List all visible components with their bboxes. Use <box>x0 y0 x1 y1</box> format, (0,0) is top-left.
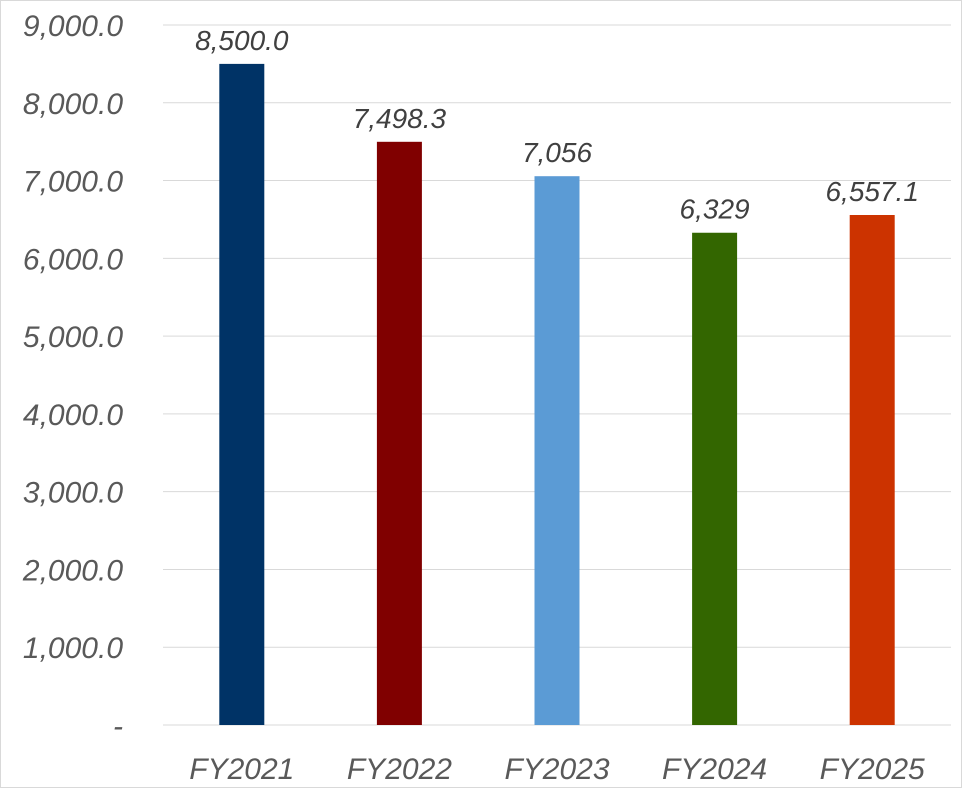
data-label: 8,500.0 <box>195 25 289 56</box>
y-tick-label: 7,000.0 <box>23 166 123 199</box>
y-tick-label: 9,000.0 <box>23 10 123 43</box>
data-label: 7,056 <box>522 137 592 168</box>
bar-fy2024 <box>692 232 738 725</box>
x-tick-label: FY2022 <box>347 753 452 786</box>
y-tick-label: 6,000.0 <box>23 243 123 276</box>
y-tick-label: 5,000.0 <box>23 321 123 354</box>
bar-fy2025 <box>849 215 895 725</box>
x-tick-label: FY2021 <box>189 753 294 786</box>
y-tick-label: 8,000.0 <box>23 88 123 121</box>
bar-fy2021 <box>219 63 265 725</box>
data-label: 6,329 <box>680 194 750 225</box>
bar-fy2022 <box>376 141 422 725</box>
y-tick-label: - <box>113 710 123 743</box>
data-label: 6,557.1 <box>825 176 918 207</box>
data-label: 7,498.3 <box>353 103 447 134</box>
y-tick-label: 1,000.0 <box>23 632 123 665</box>
bar-fy2023 <box>534 176 580 725</box>
y-tick-label: 4,000.0 <box>23 399 123 432</box>
x-tick-label: FY2023 <box>504 753 609 786</box>
y-tick-label: 3,000.0 <box>23 477 123 510</box>
y-tick-label: 2,000.0 <box>22 554 123 587</box>
x-tick-label: FY2025 <box>820 753 925 786</box>
x-tick-label: FY2024 <box>662 753 767 786</box>
